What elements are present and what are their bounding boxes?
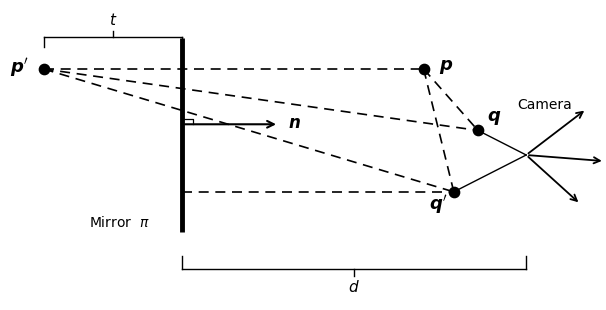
- Text: $\boldsymbol{p}'$: $\boldsymbol{p}'$: [10, 56, 28, 79]
- Point: [449, 189, 459, 194]
- Text: $\boldsymbol{q}$: $\boldsymbol{q}$: [487, 109, 501, 127]
- Text: Camera: Camera: [517, 98, 571, 112]
- Point: [473, 128, 483, 133]
- Point: [39, 67, 48, 72]
- Text: $\boldsymbol{n}$: $\boldsymbol{n}$: [288, 114, 301, 132]
- Text: $\boldsymbol{p}$: $\boldsymbol{p}$: [439, 59, 453, 77]
- Text: $\boldsymbol{q}'$: $\boldsymbol{q}'$: [430, 193, 448, 216]
- Text: $t$: $t$: [108, 11, 117, 28]
- Text: $d$: $d$: [348, 279, 360, 295]
- Text: Mirror  $\pi$: Mirror $\pi$: [88, 215, 150, 230]
- Point: [419, 67, 428, 72]
